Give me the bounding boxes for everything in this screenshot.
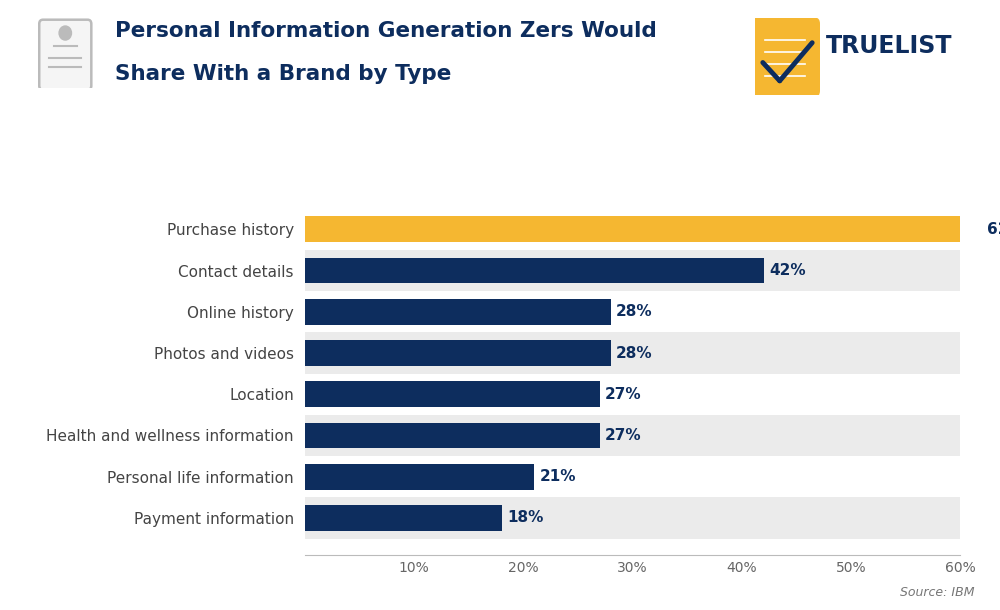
Bar (305, 415, 960, 456)
Bar (305, 373, 960, 415)
Bar (305, 505, 502, 531)
Text: 42%: 42% (769, 263, 806, 278)
FancyBboxPatch shape (750, 18, 820, 97)
Text: Source: IBM: Source: IBM (900, 586, 975, 599)
Text: Share With a Brand by Type: Share With a Brand by Type (115, 64, 451, 84)
Bar (305, 464, 534, 489)
Text: 18%: 18% (507, 511, 543, 525)
Bar (305, 456, 960, 497)
Text: 62%: 62% (987, 222, 1000, 237)
Bar (305, 332, 960, 373)
Text: 21%: 21% (540, 469, 576, 484)
FancyBboxPatch shape (39, 20, 91, 90)
Bar (305, 209, 960, 250)
Bar (305, 291, 960, 332)
Bar (305, 299, 611, 325)
Circle shape (59, 26, 71, 40)
Bar (305, 217, 982, 242)
Text: 28%: 28% (616, 345, 653, 361)
Bar (305, 423, 600, 448)
Bar (305, 340, 611, 366)
Bar (305, 250, 960, 291)
Bar (305, 381, 600, 407)
Text: Personal Information Generation Zers Would: Personal Information Generation Zers Wou… (115, 21, 657, 41)
Text: 28%: 28% (616, 304, 653, 319)
Text: 27%: 27% (605, 428, 642, 443)
Text: 27%: 27% (605, 387, 642, 402)
Bar (305, 258, 764, 283)
Bar (305, 497, 960, 539)
Text: TRUELIST: TRUELIST (826, 34, 952, 58)
